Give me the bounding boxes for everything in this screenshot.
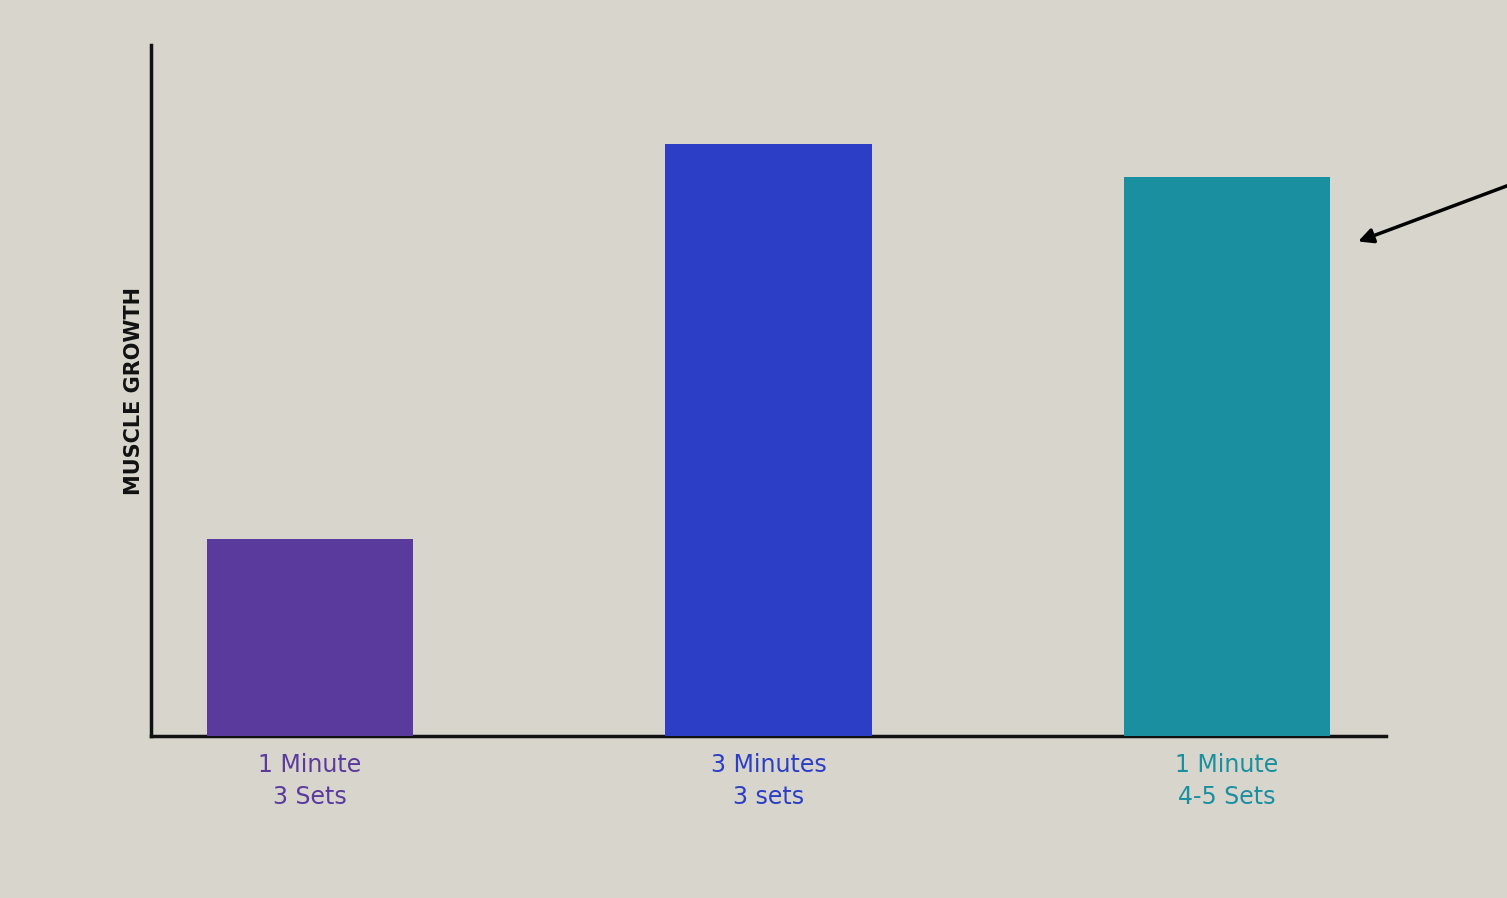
Y-axis label: MUSCLE GROWTH: MUSCLE GROWTH — [124, 286, 145, 495]
Bar — [666, 144, 871, 736]
Text: LESS TIME: LESS TIME — [1362, 123, 1507, 242]
Bar — [206, 539, 413, 736]
Bar — [1124, 177, 1331, 736]
